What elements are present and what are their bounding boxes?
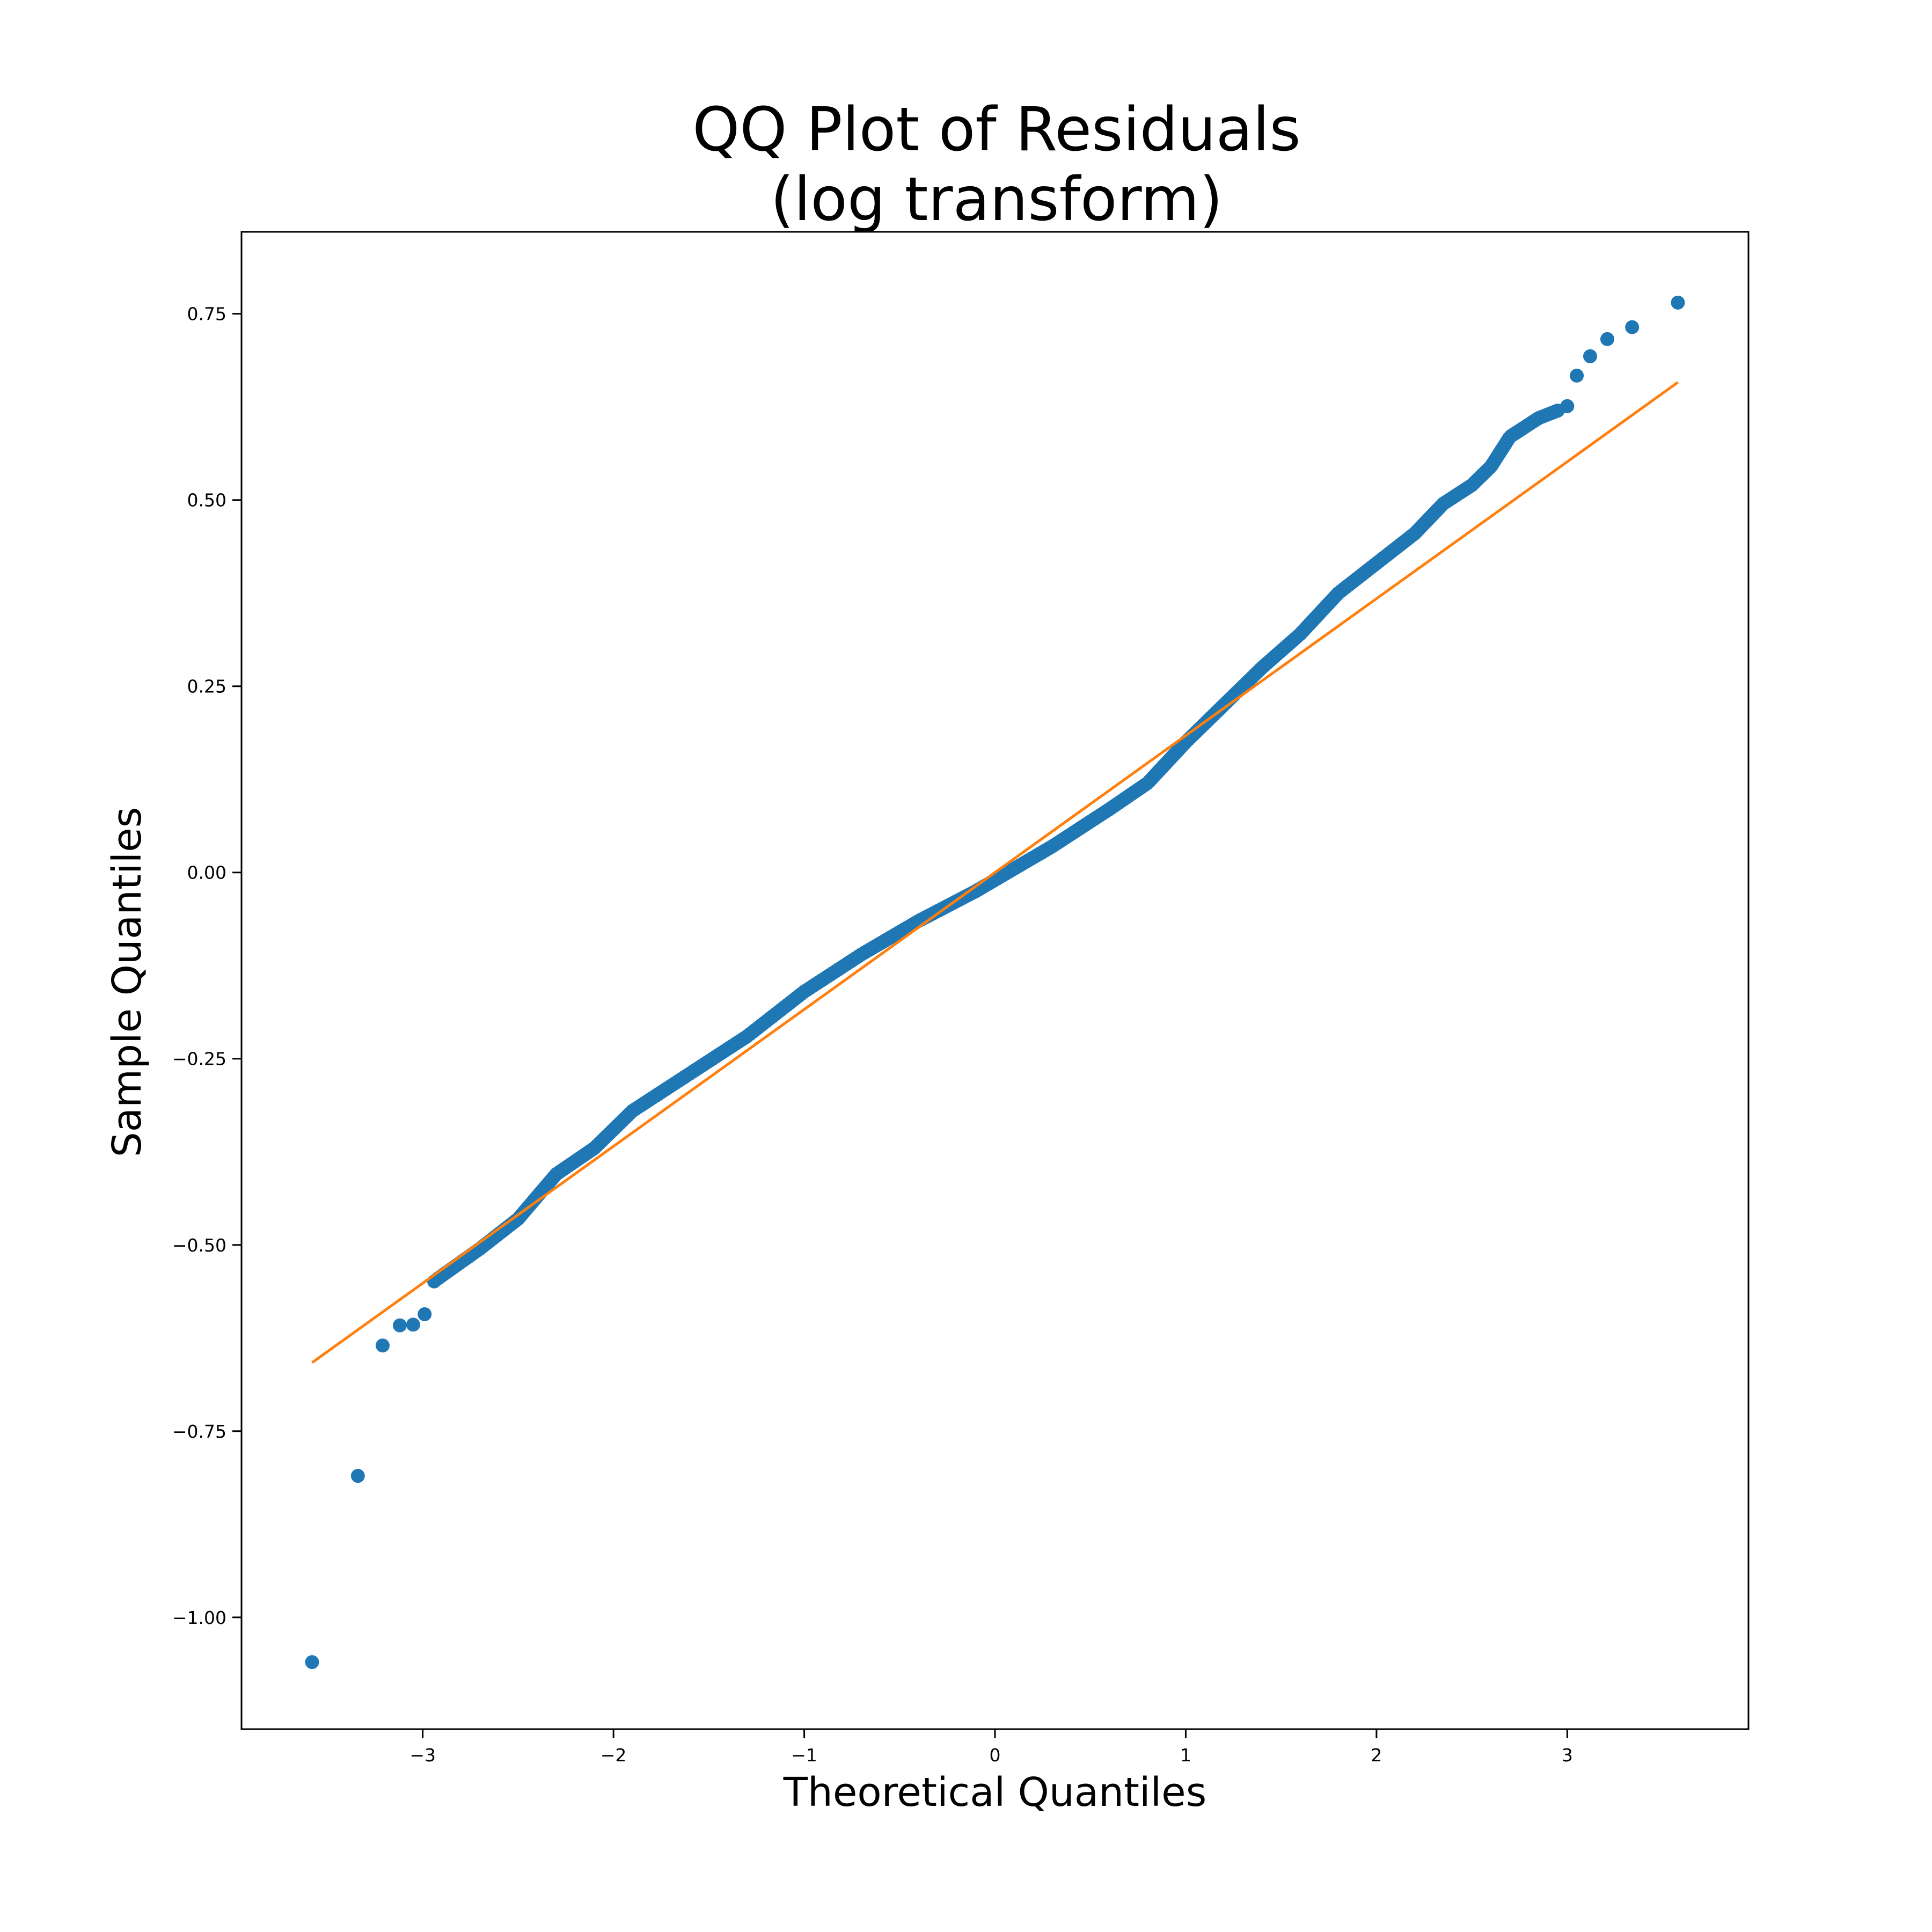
tail-data-point [305, 1655, 319, 1670]
y-tick-label: 0.50 [187, 490, 226, 511]
y-tick-label: 0.00 [187, 862, 226, 883]
tail-data-point [1671, 295, 1685, 310]
x-tick-label: −1 [791, 1745, 817, 1766]
tail-data-point [393, 1318, 407, 1333]
x-tick-label: 0 [990, 1745, 1001, 1766]
x-axis: −3 −2 −1 0 1 2 3 [409, 1729, 1573, 1766]
x-tick-label: 2 [1371, 1745, 1382, 1766]
chart-title-line-2: (log transform) [771, 165, 1223, 235]
tail-data-point [406, 1318, 420, 1332]
plot-marks [305, 295, 1685, 1670]
y-axis: −1.00 −0.75 −0.50 −0.25 0.00 0.25 0.50 0.75 [172, 304, 241, 1628]
y-tick-label: 0.25 [187, 676, 226, 697]
y-tick-label: −1.00 [172, 1607, 226, 1628]
y-axis-label: Sample Quantiles [104, 807, 150, 1158]
tail-data-point [1600, 332, 1614, 346]
x-tick-label: −2 [601, 1745, 627, 1766]
reference-line [311, 381, 1679, 1364]
tail-data-point [1583, 349, 1597, 363]
y-tick-label: 0.75 [187, 304, 226, 325]
tail-data-point [350, 1469, 365, 1483]
x-tick-label: −3 [409, 1745, 436, 1766]
x-tick-label: 1 [1180, 1745, 1191, 1766]
chart-title-line-1: QQ Plot of Residuals [692, 95, 1301, 165]
tail-data-point [376, 1338, 390, 1353]
x-axis-label: Theoretical Quantiles [783, 1769, 1207, 1816]
tail-data-point [1570, 368, 1584, 383]
y-tick-label: −0.75 [172, 1421, 226, 1442]
tail-data-point [1560, 399, 1575, 413]
x-tick-label: 3 [1562, 1745, 1573, 1766]
y-tick-label: −0.25 [172, 1049, 226, 1070]
tail-data-point [1625, 320, 1640, 334]
plot-frame [240, 231, 1750, 1730]
y-tick-label: −0.50 [172, 1235, 226, 1256]
tail-data-point [418, 1307, 432, 1321]
